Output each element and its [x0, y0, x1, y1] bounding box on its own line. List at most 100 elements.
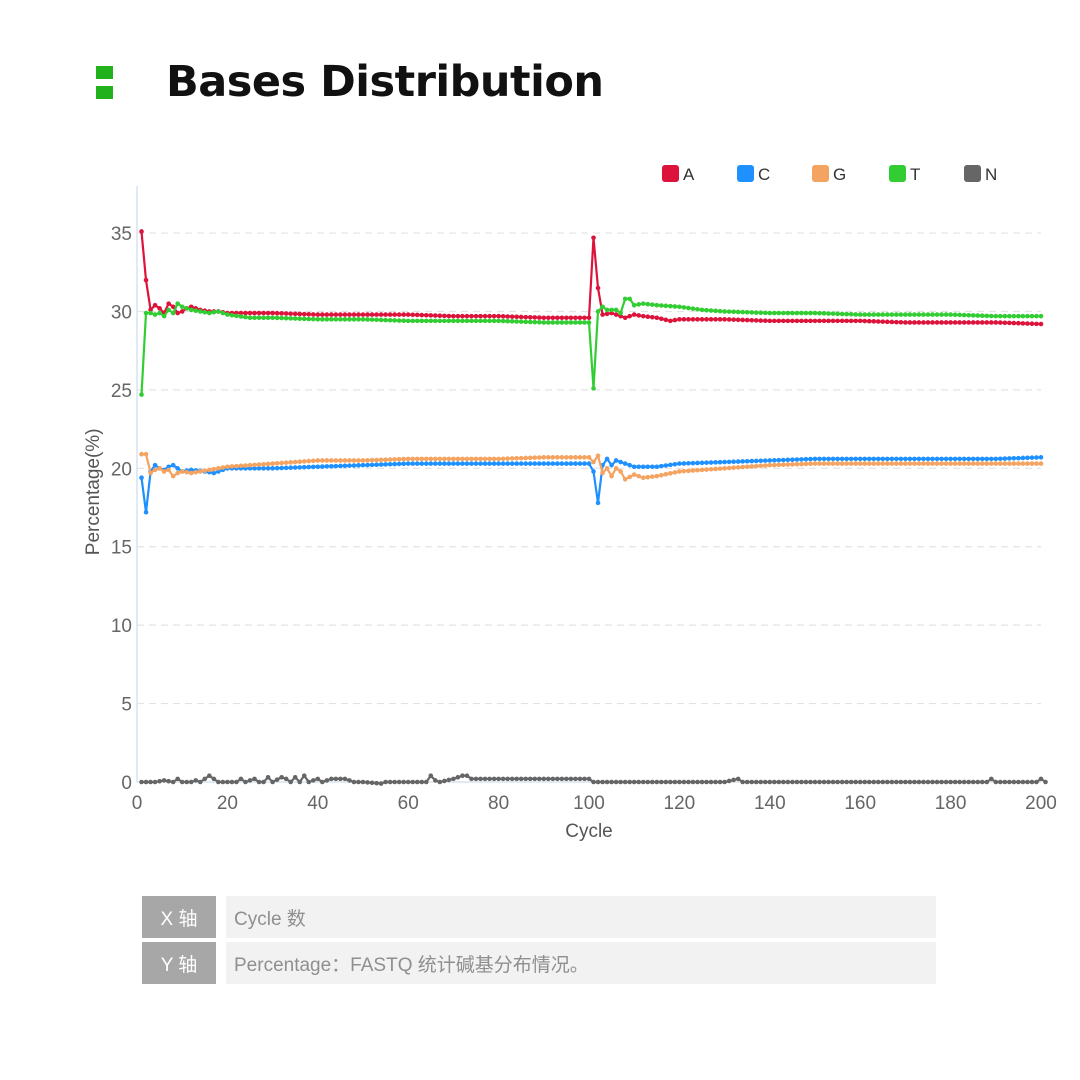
data-point-G: [541, 455, 547, 460]
data-point-A: [252, 310, 257, 316]
y-tick-label: 0: [121, 773, 132, 794]
data-point-G: [148, 470, 153, 476]
y-tick-label: 20: [111, 459, 132, 480]
data-point-A: [894, 319, 899, 325]
data-point-A: [247, 310, 253, 316]
data-point-N: [423, 779, 429, 785]
data-point-A: [979, 320, 985, 325]
data-point-N: [862, 779, 868, 785]
data-point-N: [139, 779, 144, 785]
data-point-N: [708, 779, 714, 785]
data-point-N: [934, 779, 940, 785]
data-point-T: [310, 316, 316, 322]
data-point-N: [604, 779, 610, 785]
x-axis-ticks: 0 20 40 60 80 100 120 140 160 180 200: [132, 793, 1057, 814]
data-point-G: [152, 467, 158, 473]
data-point-G: [889, 461, 895, 466]
data-point-N: [984, 779, 990, 785]
data-point-C: [862, 456, 868, 462]
data-point-N: [469, 776, 474, 782]
data-point-C: [564, 461, 569, 466]
data-point-N: [536, 776, 542, 782]
data-point-G: [500, 456, 506, 462]
data-point-T: [383, 317, 388, 323]
data-point-N: [799, 779, 804, 785]
data-point-G: [256, 462, 262, 467]
data-point-N: [636, 779, 642, 785]
data-point-A: [704, 317, 709, 322]
data-point-C: [735, 459, 741, 464]
data-point-A: [640, 313, 646, 319]
data-point-G: [631, 472, 637, 477]
data-point-G: [238, 463, 244, 469]
data-point-A: [934, 320, 940, 325]
data-point-N: [631, 779, 637, 785]
data-point-N: [772, 779, 777, 785]
data-point-T: [568, 320, 574, 325]
data-point-T: [713, 308, 718, 314]
data-point-T: [216, 309, 221, 314]
data-point-N: [211, 776, 217, 782]
data-point-G: [898, 461, 904, 466]
data-point-T: [564, 320, 569, 325]
y-axis-label: Percentage(%): [83, 428, 104, 555]
data-point-C: [152, 462, 158, 468]
data-point-C: [437, 461, 443, 466]
data-point-C: [690, 460, 696, 466]
y-tick-label: 15: [111, 538, 132, 559]
data-point-C: [957, 456, 962, 462]
data-point-T: [188, 307, 194, 313]
data-point-N: [753, 779, 759, 785]
data-point-N: [794, 779, 800, 785]
data-point-A: [310, 312, 316, 317]
data-point-C: [717, 459, 723, 465]
legend-item-T: T: [889, 165, 920, 184]
data-point-T: [885, 312, 890, 317]
axis-description-table: X 轴 Cycle 数 Y 轴 Percentage：FASTQ 统计碱基分布情…: [142, 896, 936, 988]
data-point-N: [988, 776, 994, 782]
data-point-A: [1029, 321, 1035, 327]
data-point-C: [546, 461, 551, 466]
data-point-G: [857, 461, 863, 466]
data-point-C: [979, 456, 985, 462]
data-point-A: [781, 318, 786, 324]
data-point-T: [600, 304, 605, 310]
data-point-T: [817, 310, 822, 316]
data-point-A: [903, 320, 908, 325]
x-axis-key: X 轴: [142, 896, 216, 938]
data-point-C: [744, 458, 750, 464]
data-point-T: [659, 303, 664, 308]
data-point-G: [894, 461, 899, 466]
data-point-A: [586, 315, 592, 321]
data-point-C: [491, 461, 497, 466]
data-point-N: [527, 776, 533, 782]
data-point-G: [564, 455, 569, 460]
data-point-N: [1038, 776, 1044, 782]
data-point-G: [966, 461, 971, 466]
data-point-T: [681, 305, 687, 310]
data-point-T: [708, 308, 714, 313]
data-point-A: [794, 318, 800, 324]
data-point-A: [722, 317, 727, 322]
data-point-G: [726, 465, 732, 471]
legend-swatch: [889, 165, 906, 182]
data-point-G: [821, 461, 827, 466]
data-point-G: [794, 461, 800, 467]
data-point-A: [392, 312, 397, 317]
data-point-T: [329, 317, 334, 322]
data-point-A: [1034, 321, 1039, 327]
data-point-C: [568, 461, 574, 466]
data-point-G: [952, 461, 958, 466]
data-point-G: [677, 469, 682, 474]
data-point-G: [600, 470, 605, 476]
data-point-G: [433, 456, 438, 462]
data-point-T: [392, 318, 397, 323]
data-point-N: [713, 779, 718, 785]
data-point-G: [749, 464, 755, 469]
data-point-C: [998, 456, 1003, 462]
data-point-N: [238, 776, 244, 782]
data-point-T: [767, 310, 773, 316]
data-point-G: [387, 457, 393, 462]
data-point-G: [338, 458, 343, 463]
data-point-G: [1034, 461, 1039, 466]
